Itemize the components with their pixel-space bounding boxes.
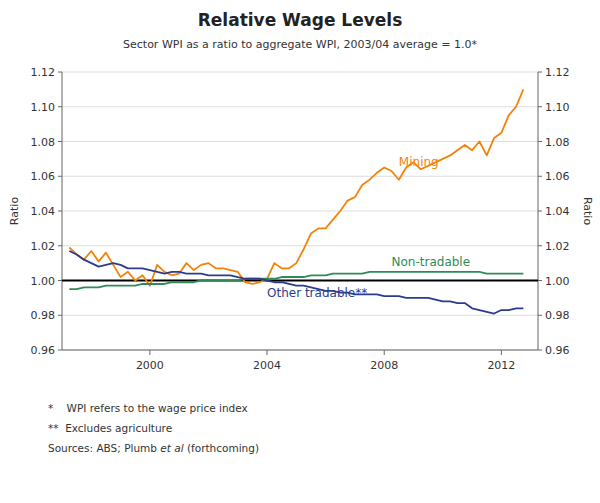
y-tick-label: 1.00 (31, 275, 56, 288)
y-tick (58, 211, 62, 212)
title: Relative Wage Levels (198, 10, 403, 30)
y2-tick (538, 280, 542, 281)
y2-tick (538, 72, 542, 73)
x-tick-label: 2012 (487, 359, 515, 372)
y2-tick (538, 106, 542, 107)
y-tick (58, 245, 62, 246)
y-axis-label: Ratio (8, 197, 21, 226)
series-line (69, 89, 523, 285)
y2-tick-label: 1.02 (545, 240, 570, 253)
footnote: ** Excludes agriculture (48, 422, 172, 434)
y-tick (58, 72, 62, 73)
grid-line (62, 106, 538, 107)
y-tick (58, 176, 62, 177)
plot-area (62, 89, 538, 313)
x-tick-label: 2000 (136, 359, 164, 372)
grid-line (62, 280, 538, 281)
footnotes: * WPI refers to the wage price index ** E… (48, 402, 259, 454)
series-labels: Mining Non-tradable Other tradable** (267, 155, 470, 300)
y2-tick (538, 245, 542, 246)
x-tick (501, 350, 502, 355)
x-tick-label: 2004 (253, 359, 281, 372)
x-tick-label: 2008 (370, 359, 398, 372)
grid-line (62, 141, 538, 142)
y-tick-label: 1.10 (31, 101, 56, 114)
y-tick (58, 280, 62, 281)
y-tick (58, 315, 62, 316)
footnote-part: (forthcoming) (184, 442, 259, 454)
chart: Relative Wage Levels Sector WPI as a rati… (0, 0, 600, 503)
y2-tick (538, 315, 542, 316)
x-tick (384, 350, 385, 355)
x-tick (267, 350, 268, 355)
subtitle: Sector WPI as a ratio to aggregate WPI, … (123, 38, 477, 51)
y-tick-label: 0.96 (31, 344, 56, 357)
footnote: Sources: ABS; Plumb et al (forthcoming) (48, 442, 259, 454)
y-axis-line (62, 72, 63, 350)
grid-line (62, 315, 538, 316)
y2-tick (538, 141, 542, 142)
grid-line (62, 211, 538, 212)
grid-line (62, 350, 538, 351)
y2-tick-label: 0.98 (545, 309, 570, 322)
y-tick-label: 1.04 (31, 205, 56, 218)
y2-tick-label: 1.04 (545, 205, 570, 218)
y2-tick (538, 350, 542, 351)
y2-tick-label: 1.12 (545, 66, 570, 79)
y-tick-label: 1.06 (31, 170, 56, 183)
footnote: * WPI refers to the wage price index (48, 402, 248, 414)
series-line (69, 251, 523, 314)
y-tick (58, 106, 62, 107)
y-tick (58, 350, 62, 351)
reference-line (62, 280, 538, 282)
series-label: Non-tradable (392, 255, 471, 269)
grid (62, 72, 538, 350)
y-tick-label: 1.12 (31, 66, 56, 79)
y-tick-label: 1.02 (31, 240, 56, 253)
y-tick (58, 141, 62, 142)
y-tick-label: 1.08 (31, 136, 56, 149)
y2-tick-label: 1.08 (545, 136, 570, 149)
footnote-part: Sources: ABS; Plumb (48, 442, 160, 454)
grid-line (62, 245, 538, 246)
y2-tick (538, 176, 542, 177)
series-label: Mining (399, 155, 439, 169)
y-tick-label: 0.98 (31, 309, 56, 322)
x-axis-line (62, 350, 538, 351)
axes: 0.96 0.98 1.00 1.02 1.04 1.06 1.08 1.10 1.12 0.96… (31, 66, 570, 372)
x-tick (149, 350, 150, 355)
y2-tick-label: 1.10 (545, 101, 570, 114)
y2-axis-label: Ratio (581, 197, 594, 226)
y2-tick (538, 211, 542, 212)
grid-line (62, 176, 538, 177)
y2-tick-label: 1.06 (545, 170, 570, 183)
y2-tick-label: 0.96 (545, 344, 570, 357)
footnote-part: et al (160, 442, 183, 454)
y2-tick-label: 1.00 (545, 275, 570, 288)
y2-axis-line (538, 72, 539, 350)
grid-line (62, 72, 538, 73)
series-label: Other tradable** (267, 286, 367, 300)
